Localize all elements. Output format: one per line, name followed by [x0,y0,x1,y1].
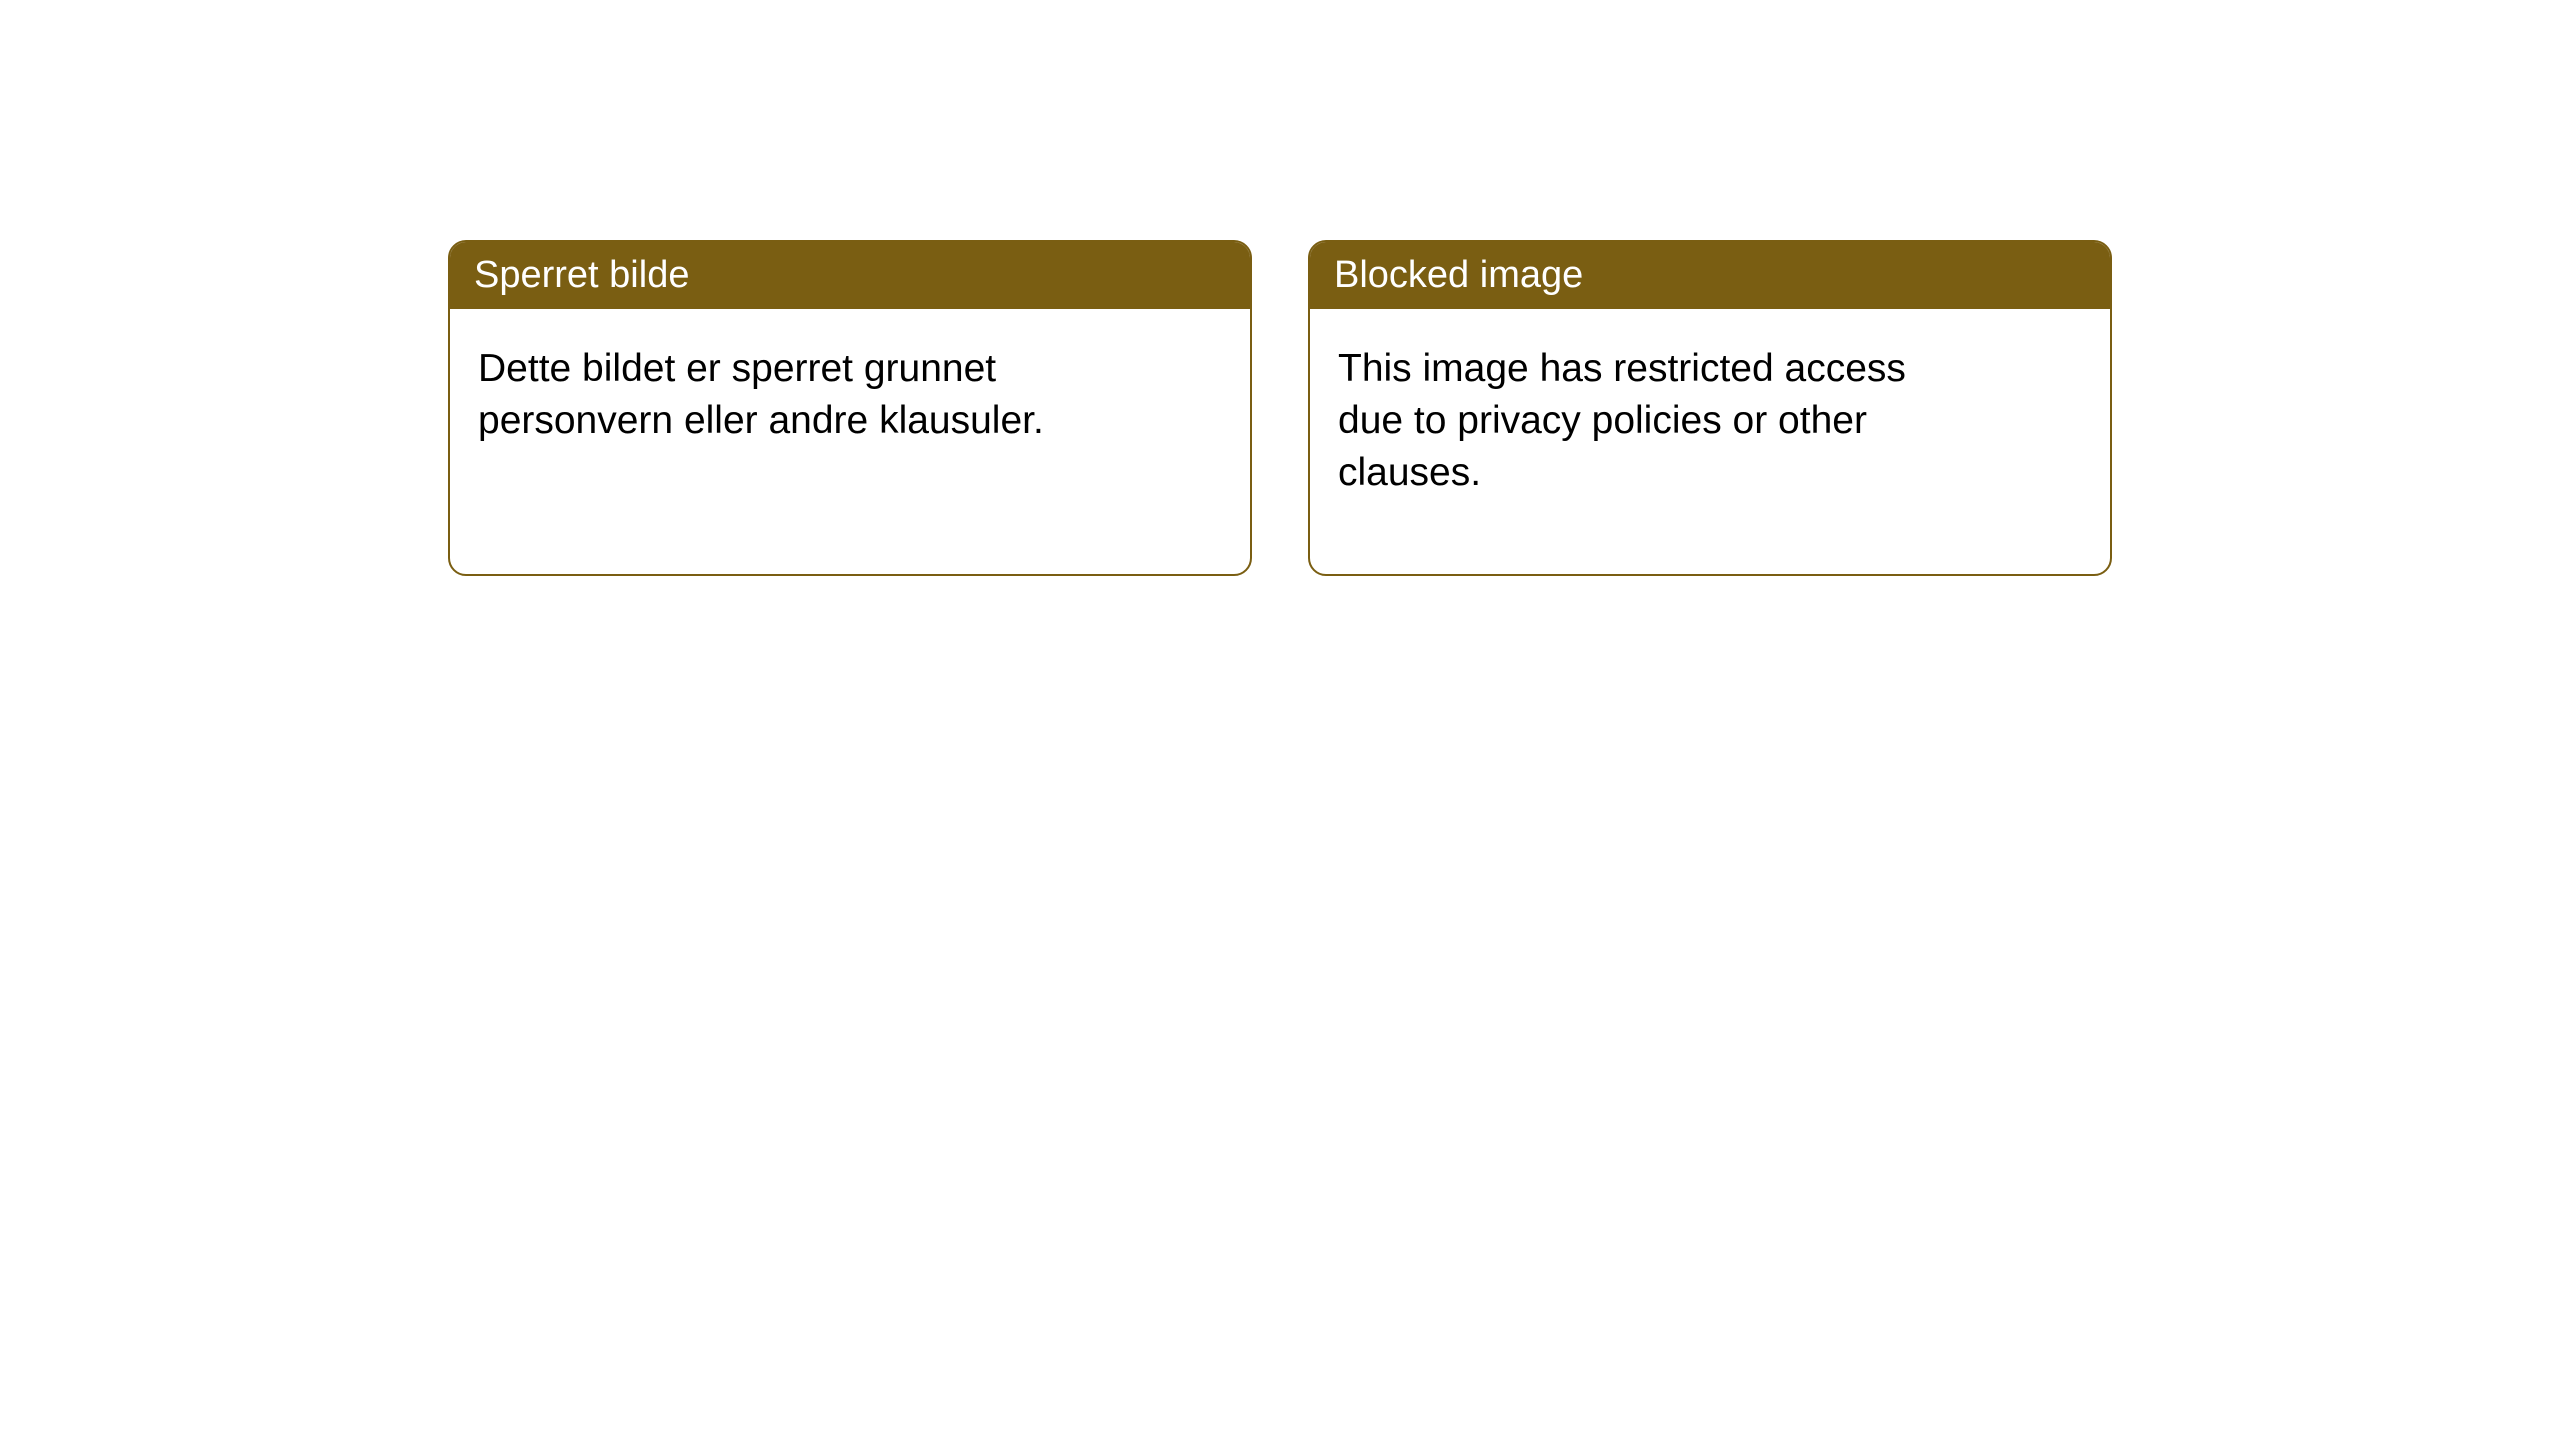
notice-text: This image has restricted access due to … [1338,347,1906,494]
notice-card-norwegian: Sperret bilde Dette bildet er sperret gr… [448,240,1252,576]
notice-card-english: Blocked image This image has restricted … [1308,240,2112,576]
notice-header: Sperret bilde [450,242,1250,309]
notice-text: Dette bildet er sperret grunnet personve… [478,347,1044,442]
notice-body: Dette bildet er sperret grunnet personve… [450,309,1090,481]
notice-title: Blocked image [1334,254,1583,296]
notice-container: Sperret bilde Dette bildet er sperret gr… [0,0,2560,816]
notice-title: Sperret bilde [474,254,689,296]
notice-header: Blocked image [1310,242,2110,309]
notice-body: This image has restricted access due to … [1310,309,1950,533]
